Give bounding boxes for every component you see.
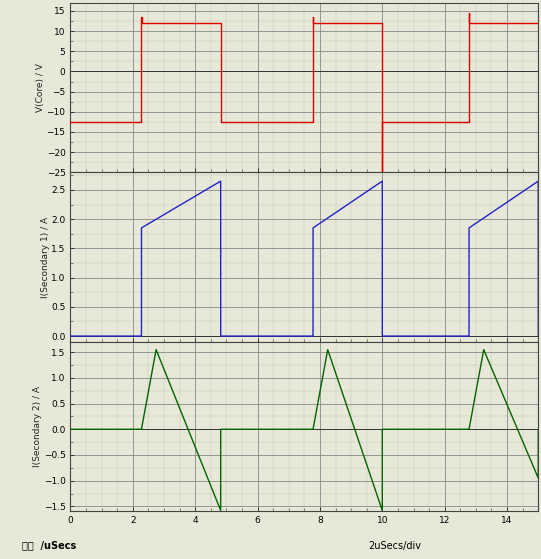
Text: 时间  /uSecs: 时间 /uSecs: [22, 541, 76, 551]
Y-axis label: I(Secondary 2) / A: I(Secondary 2) / A: [33, 386, 42, 467]
Y-axis label: V(Core) / V: V(Core) / V: [36, 63, 45, 112]
Y-axis label: I(Secondary 1) / A: I(Secondary 1) / A: [41, 216, 50, 298]
Text: 2uSecs/div: 2uSecs/div: [368, 541, 421, 551]
